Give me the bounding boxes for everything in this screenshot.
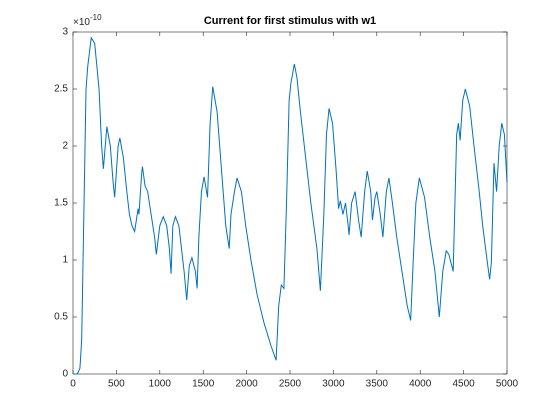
x-tick-label: 5000	[496, 379, 519, 390]
multiplier-exponent: -10	[90, 13, 102, 22]
y-tick-label: 0.5	[54, 312, 68, 323]
x-tick-label: 500	[108, 379, 125, 390]
y-tick-label: 3	[62, 27, 68, 38]
y-tick-label: 0	[62, 369, 68, 380]
y-tick-label: 1.5	[54, 198, 68, 209]
y-tick-label: 1	[62, 255, 68, 266]
multiplier-base: ×10	[73, 17, 90, 28]
plot-area	[72, 31, 508, 375]
y-tick-label: 2	[62, 141, 68, 152]
x-tick-label: 1000	[149, 379, 172, 390]
x-tick-label: 0	[70, 379, 76, 390]
data-line	[73, 36, 508, 375]
x-tick-label: 4500	[452, 379, 475, 390]
x-tick-label: 1500	[192, 379, 215, 390]
x-tick-label: 2500	[279, 379, 302, 390]
x-tick-label: 2000	[235, 379, 258, 390]
x-tick-label: 3500	[366, 379, 389, 390]
y-multiplier: ×10-10	[73, 13, 102, 28]
chart-title: Current for first stimulus with w1	[204, 15, 376, 27]
x-tick-label: 4000	[409, 379, 432, 390]
y-tick-label: 2.5	[54, 84, 68, 95]
x-tick-label: 3000	[322, 379, 345, 390]
